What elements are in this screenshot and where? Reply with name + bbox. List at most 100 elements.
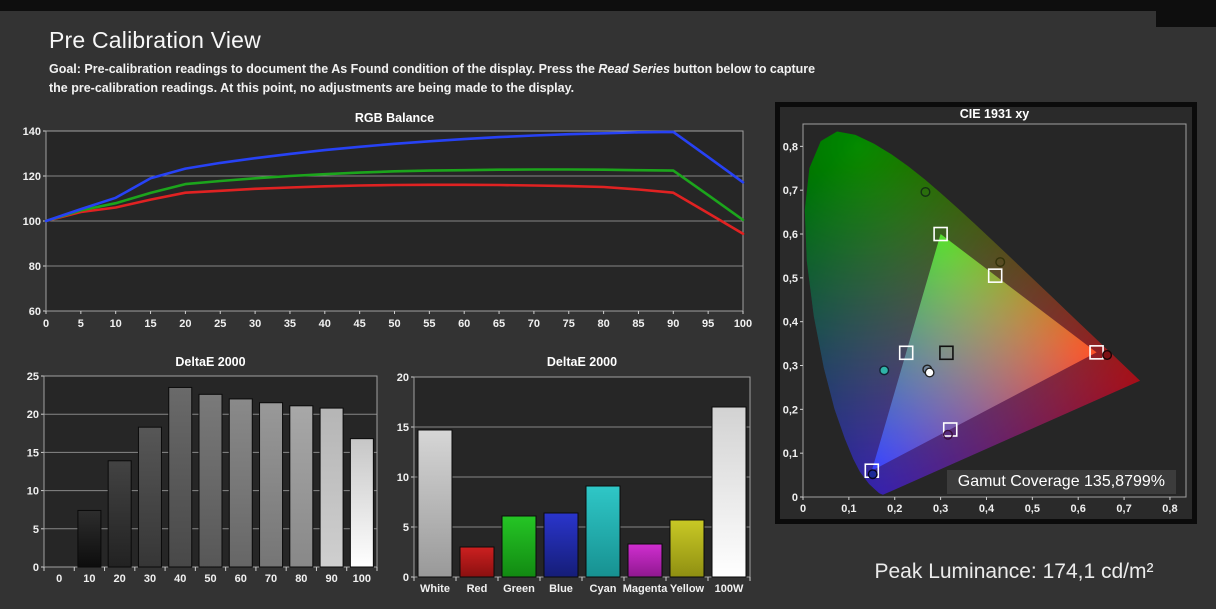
svg-text:100W: 100W (715, 583, 744, 595)
magenta-target (942, 422, 958, 437)
svg-text:5: 5 (33, 524, 39, 536)
svg-text:80: 80 (29, 261, 41, 273)
goal-text-suffix: button below to capture the pre-calibrat… (49, 62, 816, 95)
svg-text:0,8: 0,8 (1162, 503, 1177, 515)
svg-text:Blue: Blue (549, 583, 573, 595)
svg-text:20: 20 (27, 409, 39, 421)
yellow-target (987, 268, 1003, 283)
green-target (933, 226, 948, 242)
svg-text:0,5: 0,5 (783, 273, 798, 285)
svg-text:0: 0 (800, 503, 806, 515)
gamut-coverage-badge: Gamut Coverage 135,8799% (946, 470, 1176, 494)
svg-text:40: 40 (174, 573, 186, 585)
svg-text:95: 95 (702, 318, 714, 330)
svg-text:DeltaE 2000: DeltaE 2000 (175, 355, 245, 369)
goal-text-prefix: Goal: Pre-calibration readings to docume… (49, 62, 599, 76)
svg-text:0,6: 0,6 (783, 229, 798, 241)
svg-text:70: 70 (528, 318, 540, 330)
svg-text:Yellow: Yellow (670, 583, 705, 595)
svg-text:90: 90 (667, 318, 679, 330)
svg-text:Magenta: Magenta (623, 583, 669, 595)
svg-text:100: 100 (23, 216, 41, 228)
svg-text:0,4: 0,4 (979, 503, 995, 515)
svg-text:35: 35 (284, 318, 296, 330)
svg-text:100: 100 (353, 573, 371, 585)
cie-1931-panel: CIE 1931 xy 0 0,1 0,2 0,3 0,4 0,5 0,6 0,7 0,8 0 0,1… (775, 102, 1197, 524)
svg-text:0,5: 0,5 (1025, 503, 1040, 515)
svg-text:60: 60 (29, 306, 41, 318)
svg-text:5: 5 (403, 522, 409, 534)
svg-text:60: 60 (458, 318, 470, 330)
svg-text:20: 20 (179, 318, 191, 330)
svg-text:0: 0 (792, 492, 798, 504)
svg-text:20: 20 (114, 573, 126, 585)
window-corner-border (1156, 0, 1216, 27)
svg-text:55: 55 (423, 318, 435, 330)
yellow-measured (995, 257, 1006, 268)
svg-text:15: 15 (397, 422, 409, 434)
svg-text:50: 50 (388, 318, 400, 330)
page-title: Pre Calibration View (49, 27, 261, 53)
svg-text:0,8: 0,8 (783, 141, 798, 153)
blue-measured (867, 469, 878, 480)
magenta-measured (942, 429, 953, 440)
svg-text:0,7: 0,7 (1116, 503, 1131, 515)
svg-text:0: 0 (43, 318, 49, 330)
white-target (939, 345, 954, 361)
svg-text:Cyan: Cyan (590, 583, 617, 595)
svg-text:0: 0 (33, 562, 39, 574)
svg-text:120: 120 (23, 171, 41, 183)
svg-text:20: 20 (397, 372, 409, 384)
svg-text:Red: Red (467, 583, 488, 595)
svg-text:30: 30 (249, 318, 261, 330)
svg-text:CIE 1931 xy: CIE 1931 xy (960, 107, 1030, 121)
svg-text:Green: Green (503, 583, 535, 595)
svg-text:0,1: 0,1 (841, 503, 856, 515)
svg-text:140: 140 (23, 126, 41, 138)
window-top-border (0, 0, 1216, 11)
grayscale-deltae-chart: 0 5 10 15 20 25 DeltaE 2000 0 10 20 30 40 50 60 70 80 90… (27, 355, 378, 585)
svg-text:75: 75 (563, 318, 575, 330)
svg-text:DeltaE 2000: DeltaE 2000 (547, 355, 617, 369)
svg-text:40: 40 (319, 318, 331, 330)
svg-text:10: 10 (110, 318, 122, 330)
svg-text:0,6: 0,6 (1071, 503, 1086, 515)
svg-text:45: 45 (354, 318, 366, 330)
svg-text:50: 50 (204, 573, 216, 585)
svg-text:0,2: 0,2 (887, 503, 902, 515)
cie-1931-chart: CIE 1931 xy 0 0,1 0,2 0,3 0,4 0,5 0,6 0,7 0,8 0 0,1… (783, 107, 1187, 515)
svg-text:RGB Balance: RGB Balance (355, 111, 434, 125)
svg-text:70: 70 (265, 573, 277, 585)
rgb-balance-chart: 60 80 100 120 140 RGB Balance 0 5 10 15 20 25 30 35 40… (23, 111, 753, 330)
color-deltae-chart: 0 5 10 15 20 DeltaE 2000 White Red Green Blue Cyan… (397, 355, 751, 595)
svg-text:80: 80 (597, 318, 609, 330)
svg-text:5: 5 (78, 318, 84, 330)
svg-text:60: 60 (235, 573, 247, 585)
svg-text:0,3: 0,3 (933, 503, 948, 515)
cyan-measured (879, 365, 890, 376)
goal-description: Goal: Pre-calibration readings to docume… (49, 60, 834, 97)
svg-text:0,4: 0,4 (783, 317, 799, 329)
svg-text:10: 10 (27, 486, 39, 498)
svg-text:0: 0 (56, 573, 62, 585)
white-measured-b (924, 367, 935, 378)
svg-text:30: 30 (144, 573, 156, 585)
svg-text:0,3: 0,3 (783, 361, 798, 373)
svg-text:10: 10 (397, 472, 409, 484)
svg-text:100: 100 (734, 318, 752, 330)
svg-text:0,2: 0,2 (783, 404, 798, 416)
peak-luminance-readout: Peak Luminance: 174,1 cd/m² (874, 560, 1154, 583)
green-measured (920, 186, 931, 197)
red-measured (1102, 349, 1113, 360)
goal-text-read-series: Read Series (598, 62, 670, 76)
svg-text:10: 10 (83, 573, 95, 585)
svg-text:15: 15 (27, 447, 39, 459)
svg-text:85: 85 (632, 318, 644, 330)
svg-text:White: White (420, 583, 450, 595)
svg-text:65: 65 (493, 318, 505, 330)
svg-text:0,7: 0,7 (783, 185, 798, 197)
svg-text:0,1: 0,1 (783, 448, 798, 460)
svg-text:90: 90 (325, 573, 337, 585)
svg-text:15: 15 (144, 318, 156, 330)
svg-text:25: 25 (27, 371, 39, 383)
